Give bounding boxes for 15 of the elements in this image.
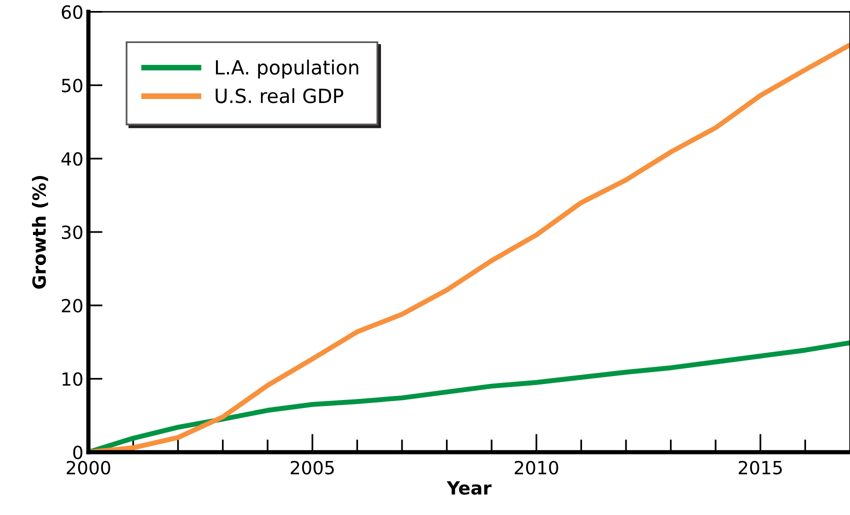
x-tick-label: 2000 [66, 460, 110, 474]
y-tick-label: 60 [62, 5, 82, 19]
x-tick-label: 2010 [514, 460, 558, 474]
y-tick-label: 0 [73, 446, 82, 460]
y-tick-label: 30 [62, 225, 82, 240]
y-axis-title: Growth (%) [32, 176, 48, 289]
y-tick-label: 40 [61, 152, 82, 166]
y-tick-label: 50 [62, 78, 82, 92]
legend-label: U.S. real GDP [216, 88, 344, 104]
x-tick-label: 2015 [738, 460, 782, 474]
x-tick-label: 2005 [290, 460, 334, 474]
y-tick-label: 20 [62, 298, 82, 313]
y-tick-label: 10 [62, 372, 82, 386]
legend-label: L.A. population [216, 60, 358, 78]
x-axis-title: Year [446, 481, 492, 495]
